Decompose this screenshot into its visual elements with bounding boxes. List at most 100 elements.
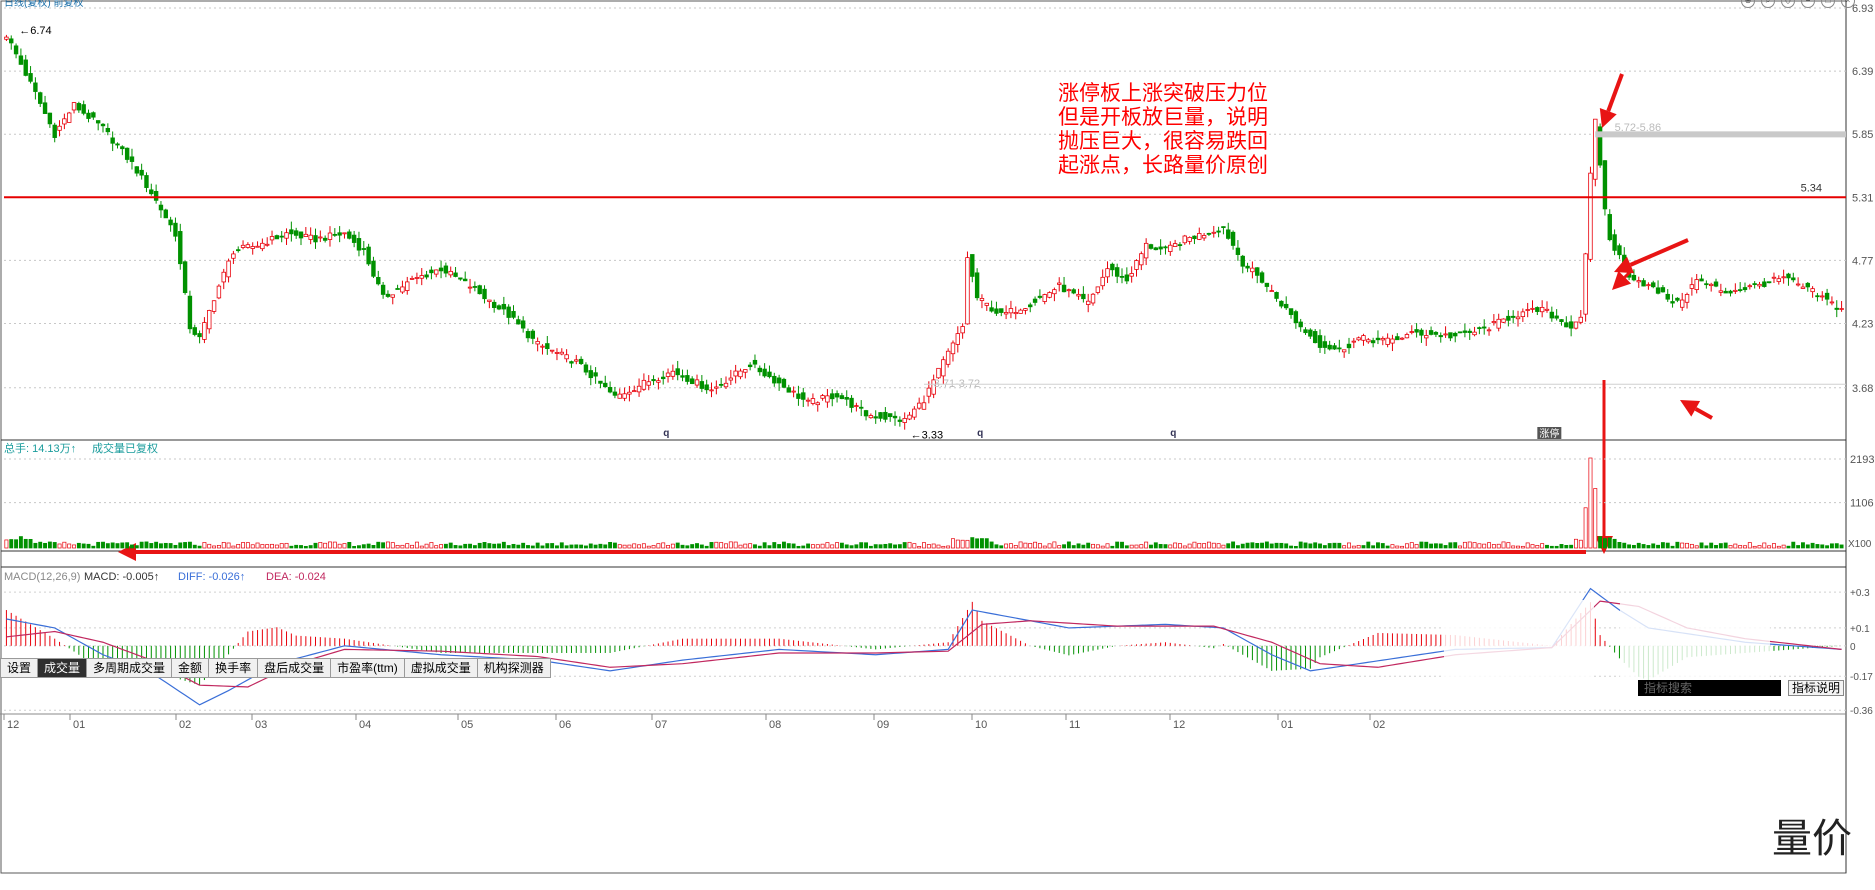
volume-bar xyxy=(265,544,270,549)
volume-bar xyxy=(666,545,670,549)
volume-bar xyxy=(1134,544,1139,549)
pin-icon[interactable]: ◇ xyxy=(1781,0,1795,8)
volume-bar xyxy=(608,541,613,549)
candle-body xyxy=(347,231,352,239)
volume-bar xyxy=(1646,545,1651,549)
volume-bar xyxy=(159,543,163,549)
volume-bar xyxy=(1192,541,1197,549)
candle-body xyxy=(636,385,642,393)
volume-bar xyxy=(207,543,212,549)
volume-bar xyxy=(1004,543,1009,549)
candle-body xyxy=(685,375,690,382)
volume-bar xyxy=(1221,544,1226,549)
candle-body xyxy=(274,235,280,240)
candle-body xyxy=(897,419,903,422)
candle-body xyxy=(1003,312,1009,315)
tab-5[interactable]: 盘后成交量 xyxy=(258,658,332,678)
tab-0[interactable]: 设置 xyxy=(0,658,39,678)
candle-body xyxy=(1255,267,1260,276)
candle-body xyxy=(1346,343,1352,349)
macd-diff: DIFF: -0.026↑ xyxy=(178,571,245,583)
candle-body xyxy=(139,169,144,176)
volume-bar xyxy=(1660,542,1665,549)
candle-body xyxy=(144,175,149,188)
candle-body xyxy=(887,413,893,418)
volume-bar xyxy=(786,543,791,549)
volume-bar xyxy=(1255,543,1260,549)
x-tick-label: 10 xyxy=(975,719,987,731)
volume-bar xyxy=(91,545,96,549)
candle-body xyxy=(1800,286,1806,289)
volume-bar xyxy=(1139,544,1144,549)
volume-bar xyxy=(274,544,279,549)
candle-body xyxy=(641,379,647,390)
candle-body xyxy=(1443,333,1448,336)
volume-bar xyxy=(1714,545,1718,549)
candle-body xyxy=(1781,276,1786,279)
minimize-icon[interactable]: − xyxy=(1801,0,1815,8)
volume-bar xyxy=(767,545,772,549)
volume-bar xyxy=(743,543,748,549)
close-icon[interactable]: × xyxy=(1841,0,1855,8)
volume-bar xyxy=(332,541,337,549)
candle-body xyxy=(1385,337,1390,345)
candle-body xyxy=(1568,321,1574,329)
candle-body xyxy=(1477,327,1482,330)
candle-body xyxy=(1375,337,1381,341)
volume-bar xyxy=(1018,541,1023,549)
candle-body xyxy=(1675,297,1680,301)
candle-body xyxy=(124,147,130,160)
candle-body xyxy=(434,269,439,275)
tab-7[interactable]: 虚拟成交量 xyxy=(404,658,478,678)
volume-bar xyxy=(463,543,468,549)
tab-2[interactable]: 多周期成交量 xyxy=(87,658,173,678)
candle-body xyxy=(211,300,217,312)
candle-body xyxy=(598,380,603,384)
candle-body xyxy=(868,415,874,419)
volume-bar xyxy=(192,544,197,549)
tab-8[interactable]: 机构探测器 xyxy=(477,658,551,678)
tab-4[interactable]: 换手率 xyxy=(209,658,259,678)
candle-body xyxy=(134,166,140,174)
candle-body xyxy=(322,237,328,241)
macd-tick-label: +0.3 xyxy=(1850,588,1870,599)
candle-body xyxy=(332,233,338,236)
volume-bar xyxy=(453,545,458,549)
window-controls[interactable]: ⊕ ⌕ ◇ − □ × xyxy=(1741,0,1855,8)
tab-3[interactable]: 金额 xyxy=(172,658,210,678)
volume-bar xyxy=(922,542,926,549)
volume-bar xyxy=(1086,542,1091,549)
volume-bar xyxy=(955,539,960,549)
volume-bar xyxy=(946,545,951,549)
volume-bar xyxy=(835,542,840,549)
candle-body xyxy=(1361,335,1366,341)
indicator-search-input[interactable]: 指标搜索 xyxy=(1638,680,1781,696)
volume-bar xyxy=(1376,542,1380,549)
volume-bar xyxy=(1197,542,1202,549)
tab-6[interactable]: 市盈率(ttm) xyxy=(331,658,405,678)
volume-bar xyxy=(994,544,999,549)
candle-body xyxy=(361,248,366,250)
volume-bar xyxy=(617,544,622,549)
restore-icon[interactable]: □ xyxy=(1821,0,1835,8)
volume-tick-label: 2193 xyxy=(1850,454,1874,466)
candle-body xyxy=(743,369,748,373)
tab-1[interactable]: 成交量 xyxy=(38,658,88,678)
volume-total: 总手: 14.13万↑ xyxy=(4,441,76,455)
candle-body xyxy=(1651,282,1656,288)
zoom-icon[interactable]: ⊕ xyxy=(1741,0,1755,8)
volume-bar xyxy=(497,543,501,549)
volume-bar xyxy=(1274,542,1279,549)
volume-bar xyxy=(1535,545,1540,549)
search-icon[interactable]: ⌕ xyxy=(1761,0,1775,8)
candle-body xyxy=(1791,277,1796,281)
candle-body xyxy=(409,277,415,280)
volume-bar xyxy=(1786,545,1791,549)
volume-bar xyxy=(284,542,289,549)
volume-bar xyxy=(1235,545,1240,549)
candle-body xyxy=(1399,337,1405,340)
indicator-help-button[interactable]: 指标说明 xyxy=(1788,680,1844,696)
volume-bar xyxy=(1260,542,1265,549)
candle-body xyxy=(1395,336,1400,341)
